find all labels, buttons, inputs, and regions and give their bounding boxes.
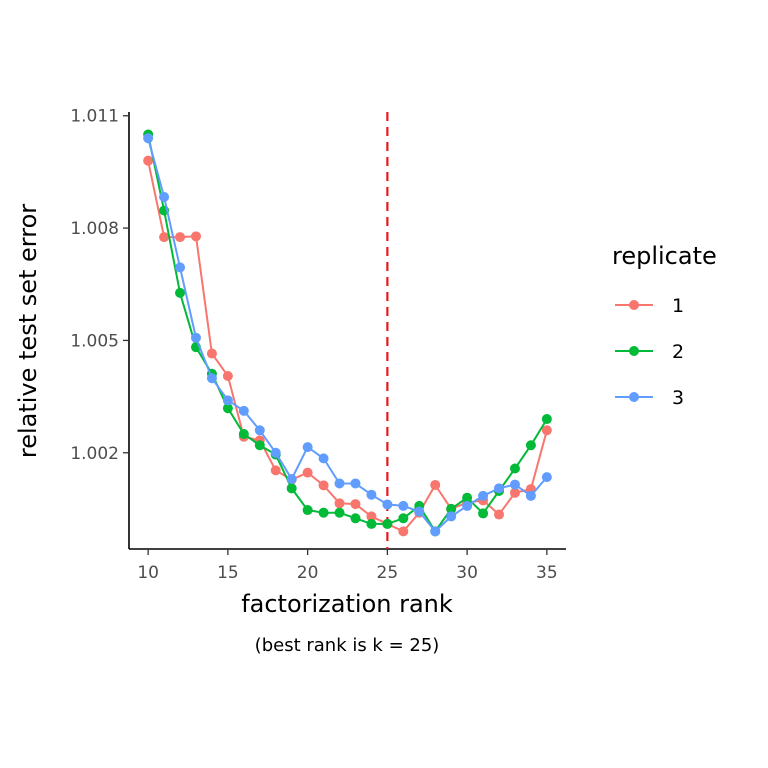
series-3-point	[143, 133, 154, 144]
series-3-point	[270, 447, 281, 458]
series-2-point	[222, 403, 233, 414]
series-1-point	[302, 467, 313, 478]
series-1-point	[175, 232, 186, 243]
series-2-point	[382, 518, 393, 529]
series-3-point	[398, 500, 409, 511]
legend-item-3: 3	[615, 387, 684, 409]
series-3-point	[318, 453, 329, 464]
x-tick-label: 15	[217, 563, 239, 583]
y-tick-label: 1.008	[70, 219, 119, 239]
series-3-point	[541, 472, 552, 483]
series-2	[143, 129, 552, 537]
x-tick-label: 30	[456, 563, 478, 583]
y-tick-label: 1.005	[70, 331, 119, 351]
series-2-point	[318, 507, 329, 518]
series-3-point	[430, 526, 441, 537]
legend-title: replicate	[612, 242, 717, 270]
series-1-point	[222, 370, 233, 381]
legend-label: 3	[672, 387, 684, 409]
series-3-point	[175, 262, 186, 273]
series-2-point	[238, 429, 249, 440]
legend-key-point	[629, 300, 639, 310]
x-axis-title: factorization rank	[241, 590, 453, 618]
series-1-point	[334, 498, 345, 509]
series-2-point	[525, 440, 536, 451]
series-1-point	[509, 487, 520, 498]
series-3-point	[350, 478, 361, 489]
series-1-line	[147, 160, 548, 533]
legend-label: 2	[672, 341, 684, 363]
series-3-point	[414, 506, 425, 517]
legend-key-point	[629, 392, 639, 402]
series-2-point	[446, 503, 457, 514]
series-1-point	[206, 348, 217, 359]
series-3-point	[494, 483, 505, 494]
series-3-point	[509, 479, 520, 490]
series-3-point	[525, 490, 536, 501]
series-1-point	[270, 465, 281, 476]
series-1-point	[366, 511, 377, 522]
series-3-point	[286, 473, 297, 484]
series-2-point	[334, 507, 345, 518]
series-1-point	[318, 480, 329, 491]
series-2-point	[541, 414, 552, 425]
x-tick-label: 10	[137, 563, 159, 583]
series-2-point	[175, 287, 186, 298]
series-3	[143, 133, 552, 537]
series-2-point	[366, 518, 377, 529]
series-1-point	[190, 231, 201, 242]
series-3-point	[254, 425, 265, 436]
series-2-point	[350, 513, 361, 524]
series-1-point	[143, 155, 154, 166]
y-tick-label: 1.011	[70, 107, 119, 127]
series-1-point	[541, 425, 552, 436]
series-1-point	[350, 499, 361, 510]
series-2-point	[398, 513, 409, 524]
series-2-point	[286, 483, 297, 494]
series-3-point	[206, 373, 217, 384]
legend: replicate 1 2 3	[612, 242, 717, 409]
x-tick-label: 20	[297, 563, 319, 583]
series-3-point	[462, 500, 473, 511]
x-tick-label: 25	[377, 563, 399, 583]
legend-key-point	[629, 346, 639, 356]
legend-label: 1	[672, 295, 684, 317]
series-2-point	[478, 508, 489, 519]
series-2-point	[462, 492, 473, 503]
y-tick-label: 1.002	[70, 444, 119, 464]
series-3-point	[302, 442, 313, 453]
series-1-point	[398, 526, 409, 537]
series-1-point	[430, 479, 441, 490]
series-3-point	[238, 405, 249, 416]
series-2-point	[509, 463, 520, 474]
series-2-point	[302, 505, 313, 516]
series-3-point	[382, 499, 393, 510]
legend-item-1: 1	[615, 295, 684, 317]
series-1-point	[159, 232, 170, 243]
x-tick-label: 35	[536, 563, 558, 583]
series-3-point	[446, 511, 457, 522]
series-layer	[143, 129, 552, 537]
y-axis-title: relative test set error	[14, 204, 42, 458]
series-1-point	[494, 509, 505, 520]
series-3-point	[334, 478, 345, 489]
series-3-point	[190, 332, 201, 343]
series-1	[143, 155, 552, 537]
legend-item-2: 2	[615, 341, 684, 363]
series-3-point	[478, 490, 489, 501]
series-3-point	[222, 395, 233, 406]
axes: 10 15 20 25 30 35 1.002 1.005 1.008 1.011	[70, 107, 566, 583]
series-2-point	[254, 440, 265, 451]
series-3-line	[147, 137, 548, 533]
chart-caption: (best rank is k = 25)	[255, 635, 440, 656]
series-3-point	[366, 489, 377, 500]
series-3-point	[159, 192, 170, 203]
series-2-line	[147, 134, 548, 534]
